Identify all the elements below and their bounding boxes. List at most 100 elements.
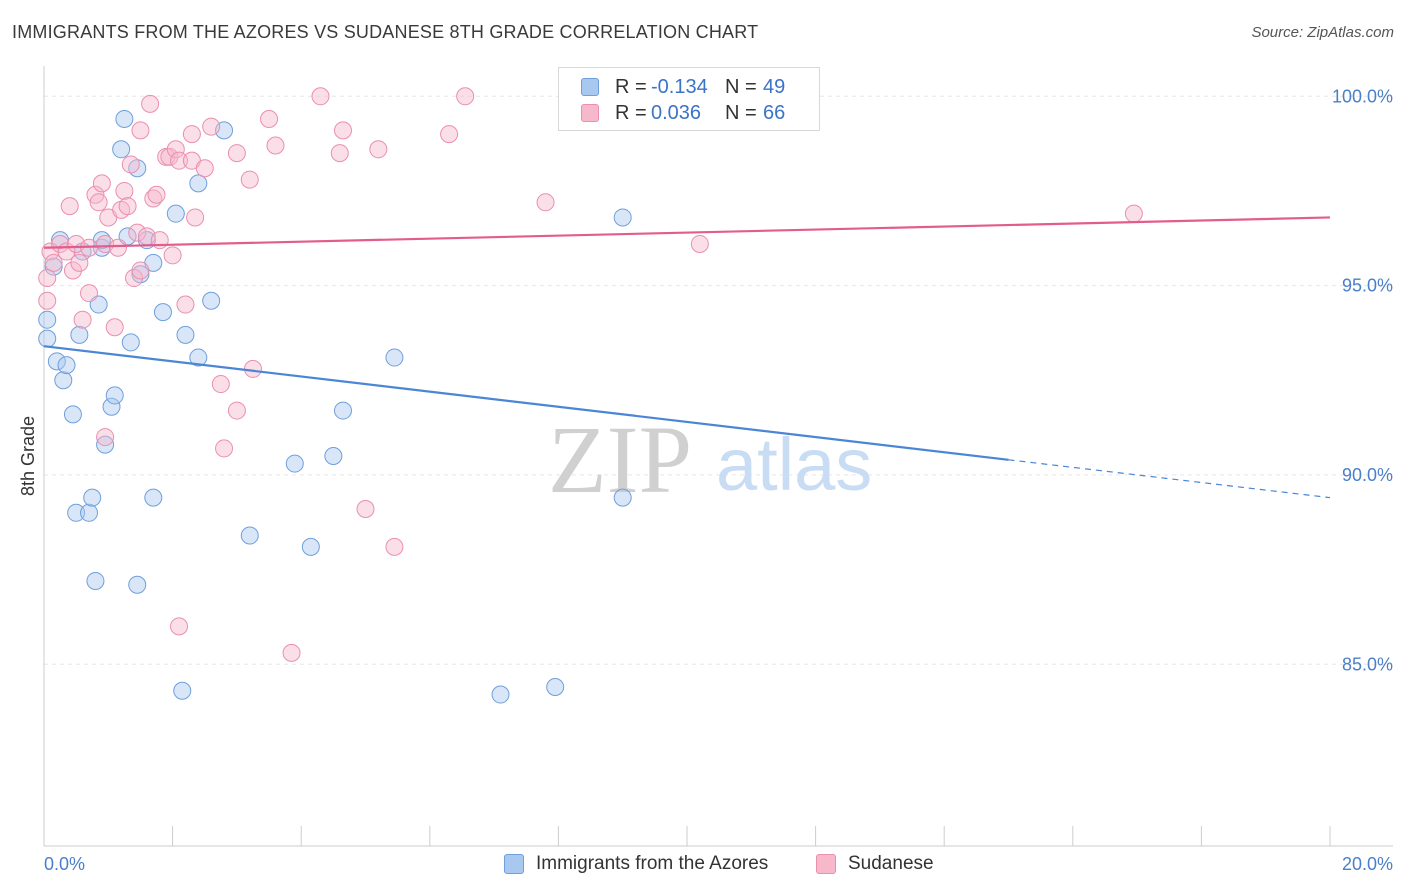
sudanese-point <box>260 110 279 129</box>
sudanese-point <box>311 87 330 106</box>
sudanese-point <box>282 643 301 662</box>
azores-point <box>613 208 632 227</box>
sudanese-point <box>80 284 99 303</box>
y-tick-label: 90.0% <box>1342 465 1393 485</box>
sudanese-point <box>385 537 404 556</box>
sudanese-point <box>330 144 349 163</box>
azores-point <box>54 371 73 390</box>
sudanese-point <box>163 246 182 265</box>
sudanese-point <box>115 181 134 200</box>
azores-point <box>86 571 105 590</box>
sudanese-point <box>211 375 230 394</box>
legend-n-value: 66 <box>763 101 786 124</box>
azores-point <box>202 291 221 310</box>
azores-point <box>112 140 131 159</box>
azores-point <box>189 174 208 193</box>
azores-point <box>153 303 172 322</box>
y-tick-label: 100.0% <box>1332 86 1393 106</box>
sudanese-point <box>147 185 166 204</box>
sudanese-point <box>38 269 57 288</box>
sudanese-point <box>690 234 709 253</box>
axes <box>43 66 1393 847</box>
sudanese-point <box>186 208 205 227</box>
x-tick-label-min: 0.0% <box>44 854 85 874</box>
azores-point <box>121 333 140 352</box>
legend-r-label: R = <box>615 101 647 124</box>
legend-row-sudanese: R = 0.036 N = 66 <box>581 100 785 126</box>
azores-point <box>44 257 63 276</box>
sudanese-point <box>63 261 82 280</box>
azores-point <box>189 348 208 367</box>
azores-point <box>546 677 565 696</box>
sudanese-point <box>73 310 92 329</box>
source-label: Source: ZipAtlas.com <box>1251 24 1394 41</box>
bottom-legend-swatch-azores <box>504 854 524 874</box>
sudanese-point <box>108 238 127 257</box>
sudanese-point <box>215 439 234 458</box>
sudanese-point <box>356 500 375 519</box>
azores-point <box>38 329 57 348</box>
azores-point <box>285 454 304 473</box>
azores-point <box>96 435 115 454</box>
sudanese-point <box>121 155 140 174</box>
sudanese-point <box>141 94 160 113</box>
bottom-legend-label-sudanese: Sudanese <box>848 853 934 874</box>
azores-point <box>115 110 134 129</box>
sudanese-point <box>92 174 111 193</box>
sudanese-point <box>105 318 124 337</box>
y-tick-labels: 100.0% 95.0% 90.0% 85.0% <box>1332 86 1393 674</box>
sudanese-point <box>182 125 201 144</box>
azores-point <box>173 681 192 700</box>
sudanese-point <box>160 147 179 166</box>
sudanese-point <box>89 193 108 212</box>
y-tick-label: 95.0% <box>1342 276 1393 296</box>
azores-point <box>80 503 99 522</box>
azores-point <box>67 503 86 522</box>
sudanese-point <box>44 253 63 272</box>
azores-point <box>105 386 124 405</box>
sudanese-point <box>38 291 57 310</box>
sudanese-point <box>131 261 150 280</box>
sudanese-point <box>118 197 137 216</box>
azores-point <box>70 325 89 344</box>
sudanese-point <box>227 401 246 420</box>
sudanese-point <box>131 121 150 140</box>
sudanese-point <box>125 269 144 288</box>
azores-point <box>385 348 404 367</box>
legend-n-label: N = <box>725 101 757 124</box>
legend-r-label: R = <box>615 75 647 98</box>
azores-point <box>613 488 632 507</box>
azores-trend-extension <box>1008 459 1331 499</box>
sudanese-point <box>128 223 147 242</box>
azores-point <box>166 204 185 223</box>
sudanese-point <box>195 159 214 178</box>
sudanese-point <box>70 253 89 272</box>
sudanese-point <box>170 151 189 170</box>
sudanese-trend-line <box>43 216 1331 249</box>
sudanese-point <box>333 121 352 140</box>
azores-point <box>128 575 147 594</box>
azores-point <box>301 537 320 556</box>
sudanese-point <box>456 87 475 106</box>
legend-n-label: N = <box>725 75 757 98</box>
bottom-legend-sudanese: Sudanese <box>816 852 934 876</box>
azores-point <box>491 685 510 704</box>
sudanese-point <box>166 140 185 159</box>
azores-point <box>63 405 82 424</box>
azores-trend-line <box>43 345 1009 461</box>
azores-point <box>102 397 121 416</box>
y-axis-label: 8th Grade <box>18 416 38 496</box>
sudanese-point <box>170 617 189 636</box>
sudanese-point <box>96 428 115 447</box>
azores-point <box>57 356 76 375</box>
sudanese-point <box>369 140 388 159</box>
azores-point <box>240 526 259 545</box>
sudanese-point <box>266 136 285 155</box>
azores-point <box>176 325 195 344</box>
bottom-legend-swatch-sudanese <box>816 854 836 874</box>
legend-r-value: -0.134 <box>651 75 708 98</box>
legend-row-azores: R = -0.134 N = 49 <box>581 74 785 100</box>
sudanese-point <box>536 193 555 212</box>
sudanese-point <box>243 359 262 378</box>
